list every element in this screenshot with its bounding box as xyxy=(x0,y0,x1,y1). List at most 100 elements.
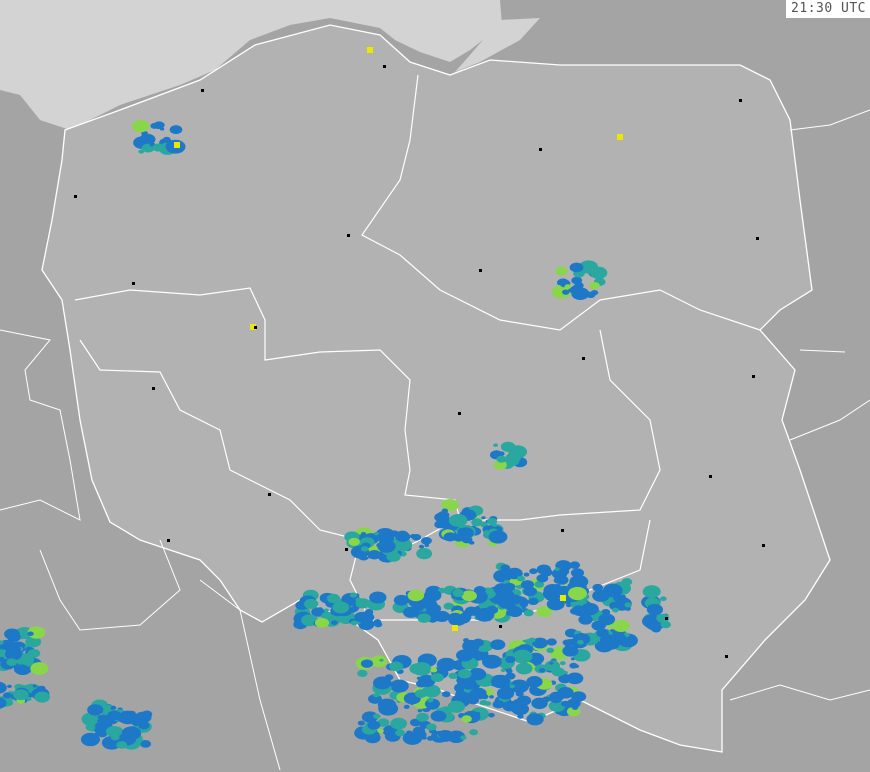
radar-echo xyxy=(416,676,422,680)
radar-echo xyxy=(373,692,380,698)
radar-echo xyxy=(612,619,630,632)
radar-echo xyxy=(502,703,508,707)
radar-echo xyxy=(443,532,457,542)
radar-echo xyxy=(0,681,7,694)
radar-echo xyxy=(483,530,491,536)
radar-echo xyxy=(528,637,536,643)
radar-echo-intense xyxy=(617,134,623,140)
radar-echo xyxy=(416,548,433,560)
radar-echo xyxy=(447,612,463,623)
radar-echo xyxy=(558,673,572,684)
radar-echo xyxy=(27,648,41,658)
radar-echo xyxy=(94,731,101,737)
radar-echo xyxy=(500,564,511,572)
radar-echo xyxy=(569,561,581,569)
radar-echo xyxy=(418,544,425,549)
radar-echo xyxy=(169,125,183,135)
radar-echo xyxy=(441,508,449,513)
radar-echo xyxy=(386,551,401,562)
radar-echo xyxy=(464,606,479,616)
radar-echo xyxy=(4,648,23,661)
radar-echo xyxy=(107,710,122,721)
radar-echo xyxy=(0,698,6,709)
radar-echo xyxy=(642,585,661,598)
radar-echo xyxy=(369,591,387,604)
radar-echo xyxy=(505,655,516,664)
radar-echo xyxy=(357,669,368,677)
radar-echo xyxy=(353,552,359,557)
radar-echo xyxy=(93,721,110,734)
radar-echo xyxy=(379,658,384,662)
radar-echo xyxy=(541,696,551,703)
radar-echo xyxy=(493,569,512,583)
radar-echo xyxy=(496,455,507,463)
radar-echo xyxy=(389,661,404,672)
radar-echo xyxy=(539,668,546,673)
radar-echo xyxy=(430,667,438,673)
city-markers xyxy=(74,65,765,658)
radar-echo xyxy=(496,687,515,700)
city-marker xyxy=(201,89,204,92)
radar-echo xyxy=(141,131,149,136)
radar-echo xyxy=(488,712,495,718)
city-marker xyxy=(539,148,542,151)
radar-echo xyxy=(426,735,434,741)
radar-echo xyxy=(349,592,358,598)
radar-echo xyxy=(569,262,584,273)
radar-echo xyxy=(469,729,479,736)
radar-echo xyxy=(105,704,112,709)
radar-echo xyxy=(430,710,447,722)
radar-echo xyxy=(96,714,111,725)
radar-echo xyxy=(566,698,581,709)
radar-echo xyxy=(7,684,12,689)
radar-echo xyxy=(411,533,422,541)
radar-echo xyxy=(4,628,20,640)
radar-echo xyxy=(87,704,104,716)
radar-echo xyxy=(489,695,495,699)
radar-echo xyxy=(596,628,609,638)
radar-echo-intense xyxy=(452,625,458,631)
radar-echo xyxy=(468,540,475,545)
radar-echo xyxy=(555,266,568,276)
radar-echo xyxy=(138,149,145,154)
radar-echo xyxy=(486,518,498,526)
radar-echo xyxy=(570,568,585,578)
radar-echo xyxy=(482,654,502,669)
radar-echo xyxy=(554,575,569,585)
radar-echo xyxy=(15,664,29,674)
radar-echo-intense xyxy=(560,595,566,601)
radar-echo xyxy=(377,539,396,553)
radar-echo xyxy=(426,723,437,731)
radar-echo xyxy=(0,640,4,645)
radar-echo xyxy=(131,119,150,133)
radar-echo xyxy=(500,668,506,673)
radar-echo xyxy=(523,586,537,597)
radar-echo xyxy=(656,613,670,623)
radar-echo xyxy=(505,668,513,674)
radar-echo xyxy=(463,638,470,643)
city-marker xyxy=(167,539,170,542)
radar-echo xyxy=(460,735,467,740)
radar-echo xyxy=(362,538,368,542)
city-marker xyxy=(499,625,502,628)
radar-echo xyxy=(523,572,530,577)
radar-echo xyxy=(110,705,117,710)
radar-echo xyxy=(475,712,481,716)
radar-echo xyxy=(331,620,338,625)
city-marker xyxy=(561,529,564,532)
radar-echo xyxy=(576,639,584,645)
radar-echo xyxy=(526,713,544,726)
radar-echo xyxy=(508,606,515,611)
radar-echo xyxy=(348,537,360,546)
radar-echo xyxy=(443,602,454,610)
city-marker xyxy=(725,655,728,658)
city-marker xyxy=(268,493,271,496)
radar-echo xyxy=(373,531,379,536)
city-marker xyxy=(479,269,482,272)
radar-echo xyxy=(486,605,499,615)
radar-echo xyxy=(6,658,18,666)
city-marker xyxy=(665,617,668,620)
radar-echo xyxy=(516,697,526,705)
radar-echo xyxy=(512,649,533,664)
